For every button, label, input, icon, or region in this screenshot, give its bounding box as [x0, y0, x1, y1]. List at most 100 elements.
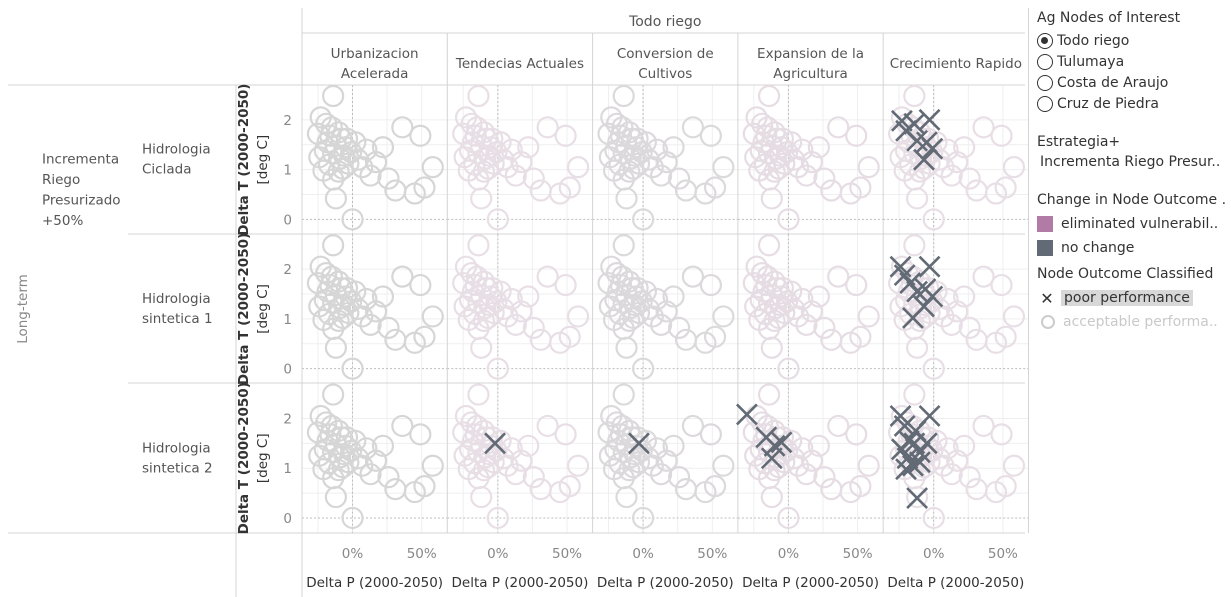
acceptable-point[interactable] — [517, 136, 540, 159]
acceptable-point[interactable] — [681, 265, 705, 288]
acceptable-point[interactable] — [612, 84, 635, 108]
acceptable-point[interactable] — [328, 296, 352, 320]
acceptable-point[interactable] — [421, 454, 444, 477]
poor-performance-point[interactable] — [918, 108, 941, 131]
poor-performance-point[interactable] — [915, 432, 938, 455]
acceptable-point[interactable] — [364, 300, 388, 323]
acceptable-point[interactable] — [409, 273, 432, 297]
acceptable-point[interactable] — [845, 273, 868, 297]
acceptable-point[interactable] — [767, 157, 790, 180]
acceptable-point[interactable] — [800, 151, 824, 174]
radio-icon[interactable] — [1037, 74, 1053, 91]
poor-performance-point[interactable] — [760, 447, 783, 470]
acceptable-point[interactable] — [958, 316, 981, 339]
acceptable-point[interactable] — [529, 328, 552, 351]
acceptable-point[interactable] — [371, 136, 395, 159]
acceptable-point[interactable] — [470, 485, 493, 509]
acceptable-point[interactable] — [958, 167, 981, 190]
acceptable-point[interactable] — [703, 475, 727, 498]
acceptable-point[interactable] — [364, 151, 388, 174]
acceptable-point[interactable] — [767, 456, 790, 479]
poor-performance-point[interactable] — [918, 405, 941, 427]
acceptable-point[interactable] — [820, 477, 843, 501]
acceptable-point[interactable] — [771, 426, 794, 449]
acceptable-point[interactable] — [319, 124, 342, 147]
acceptable-point[interactable] — [612, 234, 635, 257]
acceptable-point[interactable] — [813, 466, 836, 489]
acceptable-point[interactable] — [477, 306, 500, 330]
acceptable-point[interactable] — [615, 187, 638, 210]
acceptable-point[interactable] — [391, 116, 414, 139]
acceptable-point[interactable] — [827, 414, 850, 438]
acceptable-point[interactable] — [681, 116, 705, 139]
acceptable-point[interactable] — [328, 147, 352, 170]
acceptable-point[interactable] — [474, 446, 497, 469]
acceptable-point[interactable] — [917, 426, 940, 449]
acceptable-point[interactable] — [990, 273, 1013, 297]
acceptable-point[interactable] — [922, 506, 945, 530]
acceptable-point[interactable] — [849, 325, 872, 348]
acceptable-point[interactable] — [990, 423, 1013, 446]
acceptable-point[interactable] — [413, 176, 436, 199]
acceptable-point[interactable] — [908, 160, 931, 183]
poor-performance-point[interactable] — [918, 255, 941, 278]
acceptable-point[interactable] — [940, 164, 963, 187]
poor-performance-point[interactable] — [628, 432, 650, 455]
radio-selected-icon[interactable] — [1037, 32, 1053, 49]
acceptable-point[interactable] — [413, 325, 436, 348]
acceptable-point[interactable] — [857, 305, 880, 328]
acceptable-point[interactable] — [615, 336, 638, 359]
acceptable-point[interactable] — [467, 84, 490, 108]
acceptable-point[interactable] — [341, 208, 364, 231]
acceptable-point[interactable] — [481, 276, 504, 300]
acceptable-point[interactable] — [994, 176, 1017, 199]
acceptable-point[interactable] — [536, 116, 559, 139]
acceptable-point[interactable] — [1002, 156, 1026, 179]
acceptable-point[interactable] — [849, 176, 872, 199]
acceptable-point[interactable] — [757, 234, 781, 257]
poor-performance-point[interactable] — [913, 148, 935, 171]
acceptable-point[interactable] — [481, 127, 504, 150]
acceptable-point[interactable] — [335, 276, 359, 300]
legend-item-poor-performance[interactable]: ✕ poor performance — [1037, 286, 1227, 310]
acceptable-point[interactable] — [504, 463, 527, 486]
acceptable-point[interactable] — [626, 276, 649, 300]
strategy-dropdown[interactable]: Incrementa Riego Presur.. — [1040, 154, 1221, 170]
acceptable-point[interactable] — [522, 167, 545, 190]
acceptable-point[interactable] — [994, 475, 1017, 498]
legend-item-acceptable-performance[interactable]: acceptable performa.. — [1037, 310, 1227, 334]
acceptable-point[interactable] — [681, 414, 705, 438]
acceptable-point[interactable] — [322, 383, 345, 406]
acceptable-point[interactable] — [965, 328, 988, 351]
acceptable-point[interactable] — [953, 434, 976, 457]
acceptable-point[interactable] — [910, 296, 933, 320]
acceptable-point[interactable] — [760, 187, 783, 210]
radio-icon[interactable] — [1037, 95, 1053, 112]
acceptable-point[interactable] — [536, 265, 559, 288]
acceptable-point[interactable] — [958, 466, 981, 489]
acceptable-point[interactable] — [757, 383, 781, 406]
poor-performance-point[interactable] — [484, 432, 506, 455]
acceptable-point[interactable] — [972, 265, 995, 288]
acceptable-point[interactable] — [474, 147, 497, 170]
acceptable-point[interactable] — [922, 357, 945, 380]
acceptable-point[interactable] — [777, 357, 800, 380]
acceptable-point[interactable] — [946, 151, 969, 174]
acceptable-point[interactable] — [903, 383, 926, 406]
acceptable-point[interactable] — [906, 485, 929, 509]
acceptable-point[interactable] — [965, 477, 988, 501]
acceptable-point[interactable] — [384, 328, 407, 351]
acceptable-point[interactable] — [470, 187, 493, 210]
acceptable-point[interactable] — [940, 313, 963, 336]
radio-icon[interactable] — [1037, 53, 1053, 70]
acceptable-point[interactable] — [760, 485, 783, 509]
acceptable-point[interactable] — [324, 187, 348, 210]
acceptable-point[interactable] — [667, 316, 691, 339]
acceptable-point[interactable] — [522, 316, 545, 339]
acceptable-point[interactable] — [464, 273, 487, 297]
acceptable-point[interactable] — [953, 136, 976, 159]
acceptable-point[interactable] — [903, 234, 926, 257]
poor-performance-point[interactable] — [893, 414, 916, 437]
acceptable-point[interactable] — [377, 167, 400, 190]
acceptable-point[interactable] — [903, 84, 926, 108]
